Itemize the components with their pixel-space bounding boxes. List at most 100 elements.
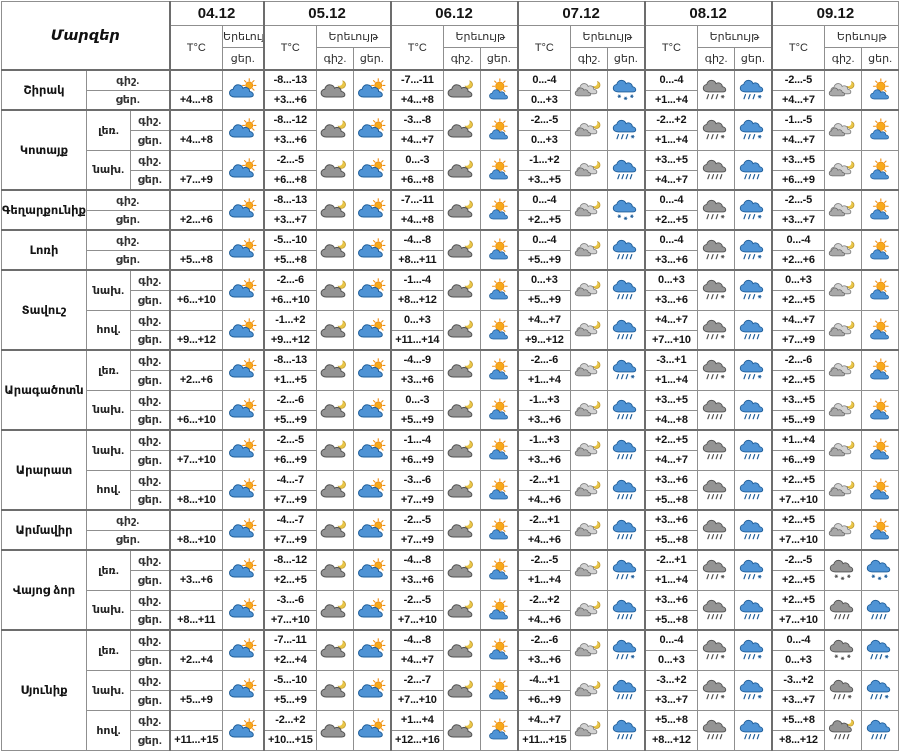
- night-temp: -4...+1: [516, 669, 572, 691]
- day-row-label: ցեր.: [129, 369, 171, 391]
- day-temp: +7...+10: [168, 449, 224, 471]
- sleet-night-icon: [702, 79, 727, 100]
- pc-day-icon: [357, 317, 386, 338]
- day-row-label: ցեր.: [129, 409, 171, 431]
- region-name: Գեղարքունիք: [1, 189, 87, 231]
- forecast-row-night: նախ. գիշ. -2...-5 0...-3 -1...+2 +3...+5 +3...…: [2, 149, 900, 191]
- pc-day-icon: [228, 678, 257, 698]
- day-col-label: ցեր.: [607, 47, 646, 71]
- sleet-day-icon: [739, 239, 764, 260]
- day-temp: +4...+7: [643, 449, 699, 471]
- night-temp: -2...-5: [516, 109, 572, 131]
- night-weather-cell: [316, 669, 355, 711]
- night-temp: -4...-8: [389, 229, 445, 251]
- pc-day-icon: [228, 518, 257, 538]
- zone-label: հով.: [86, 309, 131, 351]
- night-temp: -3...+2: [770, 669, 826, 691]
- day-temp: +5...+9: [389, 409, 445, 431]
- pc-night-icon: [447, 318, 473, 338]
- pc-day-icon: [228, 638, 257, 658]
- day-temp: +1...+4: [643, 89, 699, 111]
- day-weather-cell: [734, 309, 773, 351]
- forecast-row-night: Գեղարքունիք գիշ. -8...-13 -7...-11 0...-4 0..…: [1, 189, 900, 231]
- snow-night-icon: [829, 560, 854, 581]
- day-temp: +4...+6: [516, 489, 572, 511]
- rain-moon-night-icon: [829, 718, 855, 740]
- moon-clouds-night-icon: [828, 199, 855, 217]
- day-temp: +3...+6: [516, 649, 572, 671]
- night-temp: -1...+2: [262, 309, 318, 331]
- night-temp: -2...+1: [643, 549, 699, 571]
- day-row-label: ցեր.: [129, 729, 171, 751]
- date-header: 04.12: [168, 1, 265, 26]
- pc-night-icon: [447, 238, 473, 258]
- pc-day-icon: [228, 78, 257, 98]
- night-weather-cell: [443, 69, 482, 111]
- night-temp: +4...+7: [643, 309, 699, 331]
- sun-cloud-day-icon: [870, 158, 890, 180]
- night-temp: -2...+1: [516, 509, 572, 531]
- day-weather-cell: [480, 389, 519, 431]
- night-weather-cell: [824, 389, 863, 431]
- day-temp: +7...+9: [770, 329, 826, 351]
- night-row-label: գիշ.: [85, 69, 171, 91]
- moon-clouds-night-icon: [828, 359, 855, 377]
- day-temp: 0...+3: [516, 89, 572, 111]
- day-weather-cell: [222, 589, 265, 631]
- day-temp: +8...+11: [389, 249, 445, 271]
- rain-night-icon: [702, 479, 727, 500]
- day-row-label: ցեր.: [129, 649, 171, 671]
- night-temp: -8...-13: [262, 349, 318, 371]
- night-weather-cell: [824, 109, 863, 151]
- sleet-day-icon: [612, 360, 637, 380]
- pc-day-icon: [357, 518, 386, 538]
- zone-label: նախ.: [86, 149, 131, 191]
- moon-clouds-night-icon: [574, 559, 601, 577]
- moon-clouds-night-icon: [574, 519, 601, 537]
- pc-night-icon: [447, 78, 473, 98]
- table-body: Շիրակ գիշ. -8...-13 -7...-11 0...-4 0...-4 -2.…: [1, 69, 900, 751]
- night-weather-cell: [316, 269, 355, 311]
- date-header: 05.12: [262, 1, 392, 26]
- night-row-label: գիշ.: [129, 469, 171, 491]
- zone-label: նախ.: [86, 269, 131, 311]
- night-weather-cell: [824, 149, 863, 191]
- temp-col-header: T°C: [262, 25, 318, 71]
- night-temp: [168, 349, 224, 371]
- day-temp: 0...+3: [516, 129, 572, 151]
- night-weather-cell: [824, 589, 863, 631]
- sun-cloud-day-icon: [870, 78, 890, 100]
- temp-col-header: T°C: [770, 25, 826, 71]
- pc-night-icon: [447, 478, 473, 498]
- day-weather-cell: [353, 389, 392, 431]
- sun-cloud-day-icon: [489, 518, 508, 540]
- night-weather-cell: [697, 629, 736, 671]
- night-temp: +3...+6: [643, 509, 699, 531]
- night-weather-cell: [570, 629, 609, 671]
- night-weather-cell: [316, 389, 355, 431]
- pc-night-icon: [447, 438, 473, 458]
- forecast-row-night: հով. գիշ. -1...+2 0...+3 +4...+7 +4...+7 +4...…: [2, 309, 900, 351]
- day-temp: +11...+15: [168, 729, 224, 751]
- day-temp: +2...+4: [168, 649, 224, 671]
- forecast-row-night: Կոտայք լեռ. գիշ. -8...-12 -3...-8 -2...-5 -2..…: [1, 109, 900, 191]
- night-temp: [168, 429, 224, 451]
- moon-clouds-night-icon: [574, 439, 601, 457]
- night-temp: -4...-9: [389, 349, 445, 371]
- night-weather-cell: [697, 469, 736, 511]
- day-temp: +2...+6: [168, 369, 224, 391]
- night-weather-cell: [697, 109, 736, 151]
- day-weather-cell: [480, 549, 519, 591]
- night-temp: +2...+5: [643, 429, 699, 451]
- night-weather-cell: [824, 429, 863, 471]
- day-weather-cell: [734, 269, 773, 311]
- sun-cloud-day-icon: [870, 398, 890, 420]
- sun-cloud-day-icon: [489, 158, 508, 180]
- day-weather-cell: [607, 669, 646, 711]
- day-temp: +5...+9: [262, 689, 318, 711]
- day-weather-cell: [607, 349, 646, 391]
- night-col-label: գիշ.: [824, 47, 863, 71]
- pc-night-icon: [320, 598, 346, 618]
- pc-night-icon: [447, 678, 473, 698]
